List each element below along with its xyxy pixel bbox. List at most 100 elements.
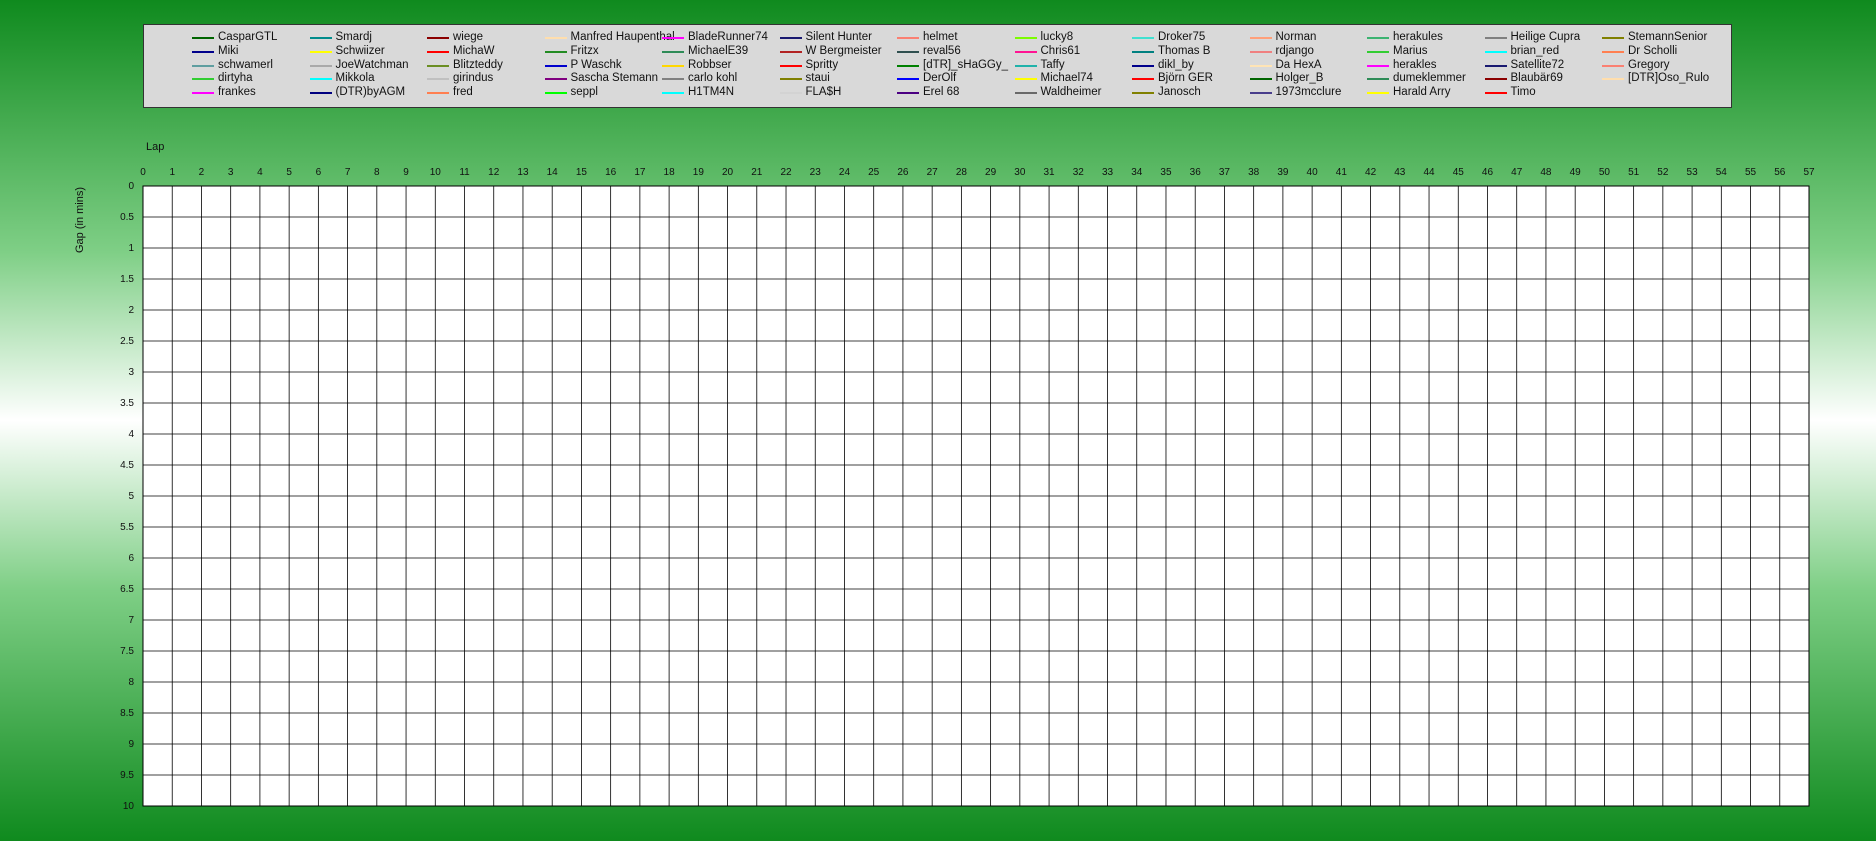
- x-tick-label: 23: [810, 167, 822, 178]
- legend-label: Dr Scholli: [1628, 44, 1678, 57]
- x-tick-label: 34: [1131, 167, 1143, 178]
- legend-swatch: [1132, 50, 1154, 53]
- legend-label: Harald Arry: [1393, 86, 1451, 99]
- y-tick-label: 2.5: [120, 336, 134, 347]
- x-tick-label: 57: [1803, 167, 1815, 178]
- legend-label: Heilige Cupra: [1510, 31, 1581, 43]
- legend-swatch: [427, 50, 449, 53]
- x-tick-label: 3: [228, 167, 234, 178]
- legend-swatch: [1132, 37, 1154, 39]
- legend-swatch: [309, 64, 332, 67]
- legend-swatch: [427, 78, 449, 81]
- legend-swatch: [779, 92, 802, 95]
- legend-swatch: [544, 37, 567, 39]
- legend-label: Silent Hunter: [805, 31, 872, 43]
- x-tick-label: 41: [1336, 167, 1348, 178]
- x-tick-label: 36: [1190, 167, 1202, 178]
- legend-swatch: [1484, 92, 1507, 95]
- x-tick-label: 17: [634, 167, 646, 178]
- x-tick-label: 28: [956, 167, 968, 178]
- legend-label: Erel 68: [923, 86, 960, 99]
- y-tick-label: 0.5: [120, 212, 134, 223]
- x-tick-label: 40: [1307, 167, 1319, 178]
- legend-label: seppl: [570, 86, 599, 99]
- legend-swatch: [1367, 37, 1389, 39]
- x-tick-label: 35: [1160, 167, 1172, 178]
- y-tick-label: 5.5: [120, 522, 134, 533]
- y-tick-label: 9: [128, 739, 134, 750]
- legend-swatch: [1484, 50, 1507, 53]
- x-tick-label: 19: [693, 167, 705, 178]
- legend-swatch: [1014, 37, 1037, 39]
- x-tick-label: 26: [897, 167, 909, 178]
- legend-swatch: [544, 50, 567, 53]
- y-axis-label: Gap (in mins): [74, 187, 86, 253]
- legend-label: Björn GER: [1158, 72, 1213, 85]
- legend-swatch: [1484, 64, 1507, 67]
- x-tick-label: 55: [1745, 167, 1757, 178]
- legend-swatch: [779, 78, 802, 81]
- y-tick-label: 3: [128, 367, 134, 378]
- x-tick-label: 32: [1073, 167, 1085, 178]
- legend-swatch: [1367, 78, 1389, 81]
- x-tick-label: 38: [1248, 167, 1260, 178]
- legend-label: Taffy: [1040, 58, 1065, 71]
- x-tick-label: 45: [1453, 167, 1465, 178]
- y-tick-label: 0: [128, 181, 134, 192]
- x-tick-label: 14: [547, 167, 559, 178]
- legend-label: Sascha Stemann: [570, 72, 659, 85]
- legend-label: rdjango: [1275, 44, 1314, 57]
- legend-label: Waldheimer: [1040, 86, 1102, 99]
- y-tick-label: 6.5: [120, 584, 134, 595]
- legend-label: Thomas B: [1158, 44, 1211, 57]
- legend-label: wiege: [453, 31, 484, 43]
- legend-label: Manfred Haupenthal: [570, 31, 675, 43]
- legend-swatch: [192, 78, 214, 81]
- legend-swatch: [1367, 92, 1389, 95]
- x-tick-label: 31: [1044, 167, 1056, 178]
- legend-swatch: [662, 78, 684, 81]
- legend-label: Gregory: [1628, 58, 1670, 71]
- legend-label: MichaW: [453, 44, 495, 57]
- legend-label: herakules: [1393, 31, 1443, 43]
- x-tick-label: 46: [1482, 167, 1494, 178]
- legend-swatch: [1484, 78, 1507, 81]
- legend-swatch: [192, 50, 214, 53]
- y-tick-label: 7.5: [120, 646, 134, 657]
- y-tick-label: 6: [128, 553, 134, 564]
- legend-swatch: [1249, 64, 1272, 67]
- legend-swatch: [662, 37, 684, 39]
- legend-label: H1TM4N: [688, 86, 735, 99]
- x-tick-label: 12: [488, 167, 500, 178]
- legend-swatch: [1014, 92, 1037, 95]
- x-tick-label: 51: [1628, 167, 1640, 178]
- legend-label: staui: [805, 72, 830, 85]
- x-tick-label: 25: [868, 167, 880, 178]
- legend-swatch: [544, 64, 567, 67]
- legend-label: fred: [453, 86, 473, 99]
- y-tick-label: 8.5: [120, 708, 134, 719]
- legend-label: Miki: [218, 44, 239, 57]
- legend-label: Spritty: [805, 58, 839, 71]
- grid: [142, 185, 1810, 807]
- legend-swatch: [1602, 50, 1624, 53]
- x-tick-label: 13: [517, 167, 529, 178]
- legend-swatch: [1602, 64, 1624, 67]
- legend-swatch: [192, 64, 214, 67]
- legend-swatch: [427, 37, 449, 39]
- legend-label: Holger_B: [1275, 72, 1324, 85]
- legend-label: (DTR)byAGM: [335, 86, 406, 99]
- legend-swatch: [1249, 92, 1272, 95]
- legend-label: Janosch: [1158, 86, 1201, 99]
- legend-swatch: [897, 92, 919, 95]
- legend-swatch: [309, 50, 332, 53]
- x-tick-label: 43: [1394, 167, 1406, 178]
- legend-label: JoeWatchman: [335, 58, 409, 71]
- x-tick-label: 52: [1657, 167, 1669, 178]
- x-tick-label: 33: [1102, 167, 1114, 178]
- legend-swatch: [1367, 50, 1389, 53]
- legend-swatch: [1249, 78, 1272, 81]
- legend-swatch: [309, 37, 332, 39]
- y-tick-label: 5: [128, 491, 134, 502]
- legend-label: helmet: [923, 31, 958, 43]
